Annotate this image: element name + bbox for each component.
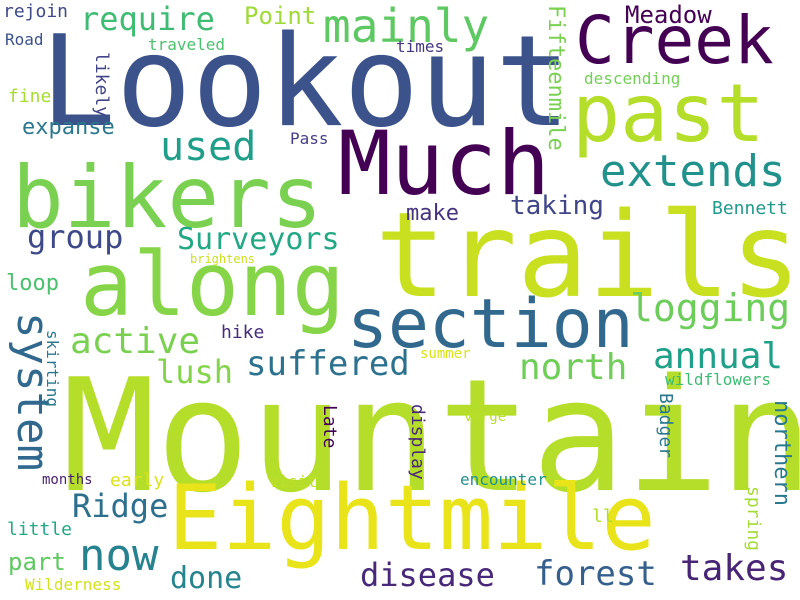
word-verge: verge [464,409,507,425]
word-make: make [406,201,459,226]
word-logging: logging [630,286,791,330]
word-spring: spring [743,486,764,552]
word-done: done [170,561,243,596]
word-along: along [80,233,345,336]
word-takes: takes [680,548,789,589]
word-hike: hike [221,322,265,343]
word-badger: Badger [655,393,676,459]
word-wildflowers: wildflowers [665,370,771,389]
word-system: system [7,312,58,471]
word-early: early [110,470,165,491]
word-mainly: mainly [323,0,490,53]
word-suffered: suffered [246,344,410,384]
word-fine: fine [8,86,52,107]
word-little: little [7,519,73,540]
word-past: past [572,67,765,160]
word-mountain: Mountain [62,345,800,527]
word-ll: ll [592,506,614,527]
word-meadow: Meadow [625,1,712,29]
word-trails: trails [375,186,800,324]
word-late: Late [319,405,340,449]
word-brightens: brightens [190,252,256,266]
word-taking: taking [510,191,604,221]
word-expanse: expanse [22,115,115,140]
word-encounter: encounter [460,470,547,489]
word-north: north [519,347,628,388]
word-skirting: skirting [43,330,62,408]
word-traveled: traveled [148,35,226,54]
word-display: display [407,404,428,480]
word-times: times [396,37,445,56]
word-loop: loop [6,271,59,296]
word-rejoin: rejoin [3,1,69,22]
word-descending: descending [584,69,681,88]
word-lush: lush [156,353,234,391]
word-fifteenmile: Fifteenmile [543,5,568,151]
word-group: group [27,218,124,256]
word-section: section [347,285,634,364]
word-pass: Pass [290,129,329,148]
word-road: Road [5,30,44,49]
word-northern: northern [769,400,794,506]
word-disease: disease [360,556,495,594]
word-extends: extends [600,146,786,197]
word-part: part [8,548,66,576]
word-surveyors: Surveyors [177,222,340,257]
word-bikers: bikers [12,148,323,248]
word-ridge: Ridge [72,487,169,525]
word-visit: visit [269,472,318,491]
word-lookout: Lookout [40,8,572,155]
word-bennett: Bennett [712,198,788,219]
word-annual: annual [653,336,784,377]
word-months: months [42,472,93,488]
word-used: used [160,124,257,170]
word-point: Point [244,2,317,30]
word-summer: summer [420,346,471,362]
word-require: require [80,0,215,38]
word-eightmile: Eightmile [168,466,656,571]
word-much: Much [338,112,550,215]
word-forest: forest [534,554,657,594]
word-now: now [79,530,159,581]
word-wilderness: Wilderness [25,575,122,594]
word-active: active [70,321,201,362]
word-likely: likely [91,52,112,118]
word-creek: Creek [575,2,774,79]
